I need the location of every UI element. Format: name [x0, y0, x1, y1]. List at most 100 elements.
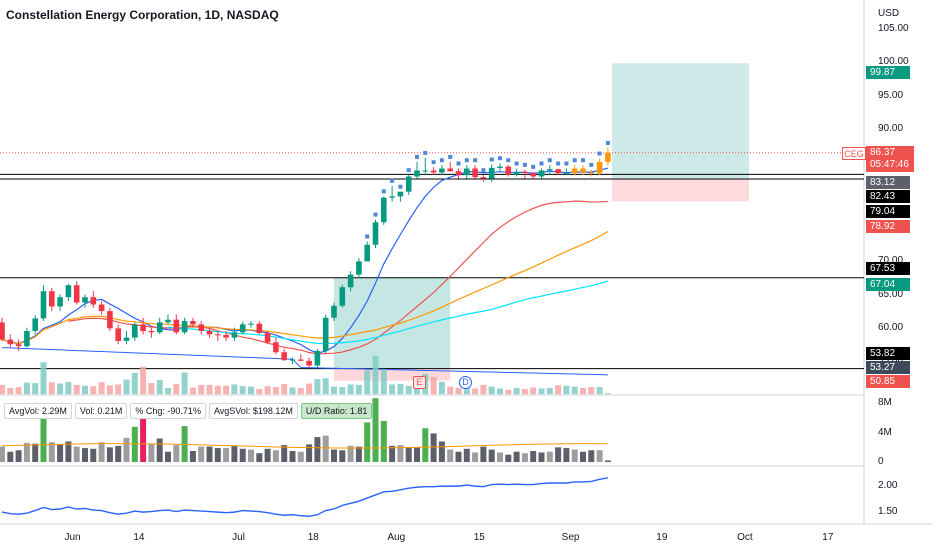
time-axis-label: 15 [473, 532, 485, 543]
avg-dollar-vol-stat: AvgSVol: $198.12M [208, 403, 298, 419]
overlay-volume-bar [256, 388, 263, 395]
volume-bar [264, 448, 271, 462]
ratio-axis-label: 1.50 [878, 505, 898, 517]
volume-bar [331, 449, 337, 462]
earnings-marker[interactable]: E [413, 376, 426, 389]
candle-body [57, 297, 63, 307]
overlay-volume-bar [405, 385, 412, 395]
time-axis-label: Jul [232, 532, 245, 543]
overlay-volume-bar [580, 387, 586, 395]
candle-body [231, 332, 238, 338]
candle-body [132, 324, 138, 338]
price-axis-label: 70.00 [878, 255, 904, 267]
volume-bar [571, 449, 578, 462]
overlay-volume-bar [65, 381, 72, 395]
candle-body [488, 167, 495, 179]
volume-bar [347, 445, 354, 462]
overlay-volume-bar [40, 362, 47, 395]
overlay-volume-bar [430, 376, 437, 395]
avg-vol-stat: AvgVol: 2.29M [4, 403, 72, 419]
price-axis-label: 95.00 [878, 89, 904, 101]
time-axis-label: Aug [387, 532, 406, 543]
volume-bar [364, 422, 371, 462]
long-position-target-zone [612, 63, 749, 179]
volume-bar [32, 443, 39, 462]
volume-bar [580, 451, 586, 462]
candle-body [82, 297, 88, 303]
volume-bar [322, 435, 329, 462]
candle-body [198, 324, 204, 331]
volume-bar [239, 448, 246, 462]
price-tag-53-82: 53.82 [866, 347, 910, 360]
overlay-volume-bar [546, 387, 553, 395]
candle-body [513, 171, 520, 175]
price-axis-label: 55.00 [878, 355, 903, 366]
candle-body [190, 321, 196, 325]
vol-stat: Vol: 0.21M [74, 403, 128, 419]
price-axis-label: 100.00 [878, 56, 909, 68]
candle-body [215, 334, 221, 336]
overlay-volume-bar [389, 384, 396, 395]
overlay-volume-bar [596, 387, 603, 395]
signal-dot [398, 184, 403, 189]
pct-chg-stat: % Chg: -90.71% [130, 403, 206, 419]
overlay-volume-bar [48, 382, 55, 395]
overlay-volume-bar [480, 384, 487, 395]
overlay-volume-bar [198, 384, 205, 395]
volume-bar [596, 450, 603, 462]
signal-dot [431, 160, 436, 165]
overlay-volume-bar [106, 385, 113, 395]
overlay-volume-bar [82, 385, 88, 395]
overlay-volume-bar [148, 383, 155, 395]
candle-body [372, 222, 379, 245]
volume-bar [380, 420, 387, 462]
signal-dot [456, 161, 461, 166]
price-tag-67-04: 67.04 [866, 278, 910, 291]
volume-bar [115, 445, 122, 462]
overlay-volume-bar [447, 386, 454, 395]
overlay-volume-bar [289, 387, 296, 395]
candle-body [522, 171, 528, 174]
volume-bar [297, 451, 304, 462]
candle-body [389, 196, 395, 198]
volume-bar [231, 445, 238, 462]
overlay-volume-bar [165, 387, 171, 395]
overlay-volume-bar [115, 384, 122, 395]
overlay-volume-bar [131, 372, 138, 395]
volume-bar [82, 448, 88, 462]
volume-bar [65, 441, 72, 462]
volume-bar [7, 451, 14, 462]
dividend-marker[interactable]: D [459, 376, 472, 389]
overlay-volume-bar [214, 385, 221, 395]
overlay-volume-bar [181, 372, 188, 395]
volume-bar [106, 447, 113, 462]
candle-body [32, 318, 38, 331]
price-axis-label: 90.00 [878, 122, 904, 134]
volume-bar [198, 446, 205, 462]
moving-average-line [167, 280, 609, 345]
volume-bar [355, 446, 362, 462]
moving-average-line [1, 347, 608, 376]
volume-bar [57, 444, 64, 462]
volume-bar [488, 449, 495, 462]
overlay-volume-bar [322, 378, 329, 395]
signal-dot [531, 164, 536, 169]
overlay-volume-bar [223, 385, 230, 395]
overlay-volume-bar [571, 386, 578, 395]
overlay-volume-bar [231, 384, 238, 395]
overlay-volume-bar [7, 387, 14, 395]
signal-dot [381, 189, 386, 194]
candle-body [555, 169, 561, 174]
overlay-volume-bar [140, 366, 147, 395]
volume-bar [422, 428, 429, 462]
time-axis-label: 19 [656, 532, 668, 543]
candle-body [439, 168, 445, 173]
candle-body [115, 328, 121, 341]
overlay-volume-bar [355, 384, 362, 395]
overlay-volume-bar [314, 379, 321, 395]
signal-dot [498, 156, 502, 161]
candle-body [181, 321, 188, 333]
signal-dot [539, 161, 544, 166]
volume-bar [538, 452, 545, 462]
